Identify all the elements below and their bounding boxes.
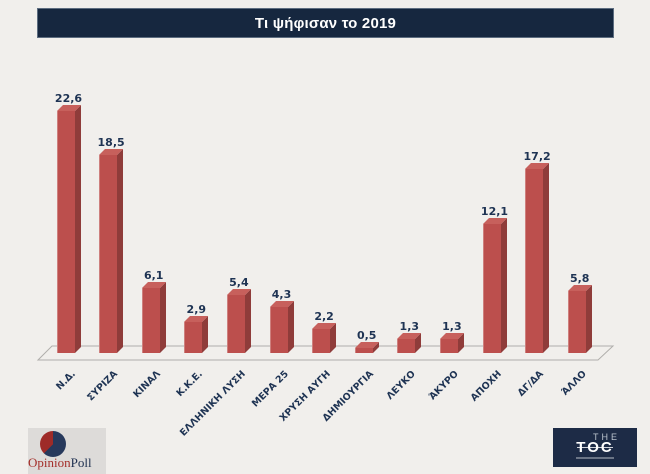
bar-front-face — [184, 322, 203, 353]
bar-value-label: 5,8 — [569, 272, 590, 285]
bar-value-label: 2,2 — [314, 310, 334, 323]
bar-side-face — [543, 163, 550, 353]
bar-side-face — [117, 149, 124, 353]
bar-value-label: 22,6 — [54, 92, 83, 105]
bar-front-face — [439, 339, 458, 353]
thetoc-word-the: THE — [593, 432, 620, 442]
bar-value-label: 2,9 — [186, 303, 207, 316]
axis-category-label: ΧΡΥΣΗ ΑΥΓΗ — [277, 368, 333, 424]
chart-title-bar: Τι ψήφισαν το 2019 — [37, 8, 614, 38]
bar-front-face — [482, 224, 501, 353]
thetoc-logo: THE TOC — [553, 428, 637, 467]
axis-category-label: ΑΠΟΧΗ — [468, 368, 504, 404]
bar-value-label: 6,1 — [143, 269, 164, 282]
bar-front-face — [567, 291, 586, 353]
bar-value-label: 0,5 — [356, 329, 377, 342]
bar-value-label: 18,5 — [97, 136, 125, 149]
bar-value-label: 4,3 — [271, 288, 292, 301]
axis-category-label: ΕΛΛΗΝΙΚΗ ΛΥΣΗ — [177, 368, 248, 439]
axis-category-label: ΜΕΡΑ 25 — [249, 368, 291, 410]
axis-category-label: Κ.Κ.Ε. — [174, 368, 206, 400]
axis-category-label: ΚΙΝΑΛ — [131, 368, 163, 401]
axis-category-label: ΔΗΜΙΟΥΡΓΙΑ — [320, 368, 376, 424]
opinionpoll-wordmark: OpinionPoll — [28, 455, 106, 471]
axis-category-label: ΆΛΛΟ — [559, 368, 589, 398]
opinionpoll-circle-icon — [40, 431, 66, 457]
page-title: Τι ψήφισαν το 2019 — [254, 14, 397, 32]
bar-front-face — [354, 348, 373, 353]
axis-category-label: ΆΚΥΡΟ — [426, 368, 461, 403]
bar-front-face — [269, 307, 288, 353]
thetoc-tagline-rule — [576, 457, 614, 459]
bar-side-face — [202, 316, 209, 353]
axis-category-label: ΔΓ/ΔΑ — [515, 368, 546, 399]
bar-value-label: 5,4 — [229, 276, 249, 289]
bar-front-face — [226, 295, 245, 353]
bar-value-label: 1,3 — [399, 320, 420, 333]
bar-front-face — [99, 155, 118, 353]
thetoc-word-toc: TOC — [576, 439, 614, 456]
axis-category-label: ΛΕΥΚΟ — [384, 368, 419, 402]
bar-front-face — [397, 339, 416, 353]
bar-front-face — [525, 169, 544, 353]
bar-side-face — [287, 301, 294, 353]
bar-value-label: 1,3 — [442, 320, 462, 333]
bar-side-face — [244, 289, 251, 353]
axis-category-label: ΣΥΡΙΖΑ — [85, 368, 120, 404]
opinionpoll-logo: OpinionPoll — [28, 428, 106, 474]
bar-side-face — [585, 285, 592, 353]
opinionpoll-word-opinion: Opinion — [28, 455, 71, 470]
bar-side-face — [159, 282, 166, 353]
thetoc-strike-line — [577, 447, 613, 448]
bar-side-face — [74, 105, 81, 353]
bar-value-label: 17,2 — [523, 150, 551, 163]
bar-side-face — [500, 218, 507, 353]
bar-front-face — [312, 329, 331, 353]
bar-front-face — [141, 288, 160, 353]
bar-front-face — [56, 111, 75, 353]
opinionpoll-word-poll: Poll — [70, 455, 92, 470]
bar-value-label: 12,1 — [480, 205, 509, 218]
